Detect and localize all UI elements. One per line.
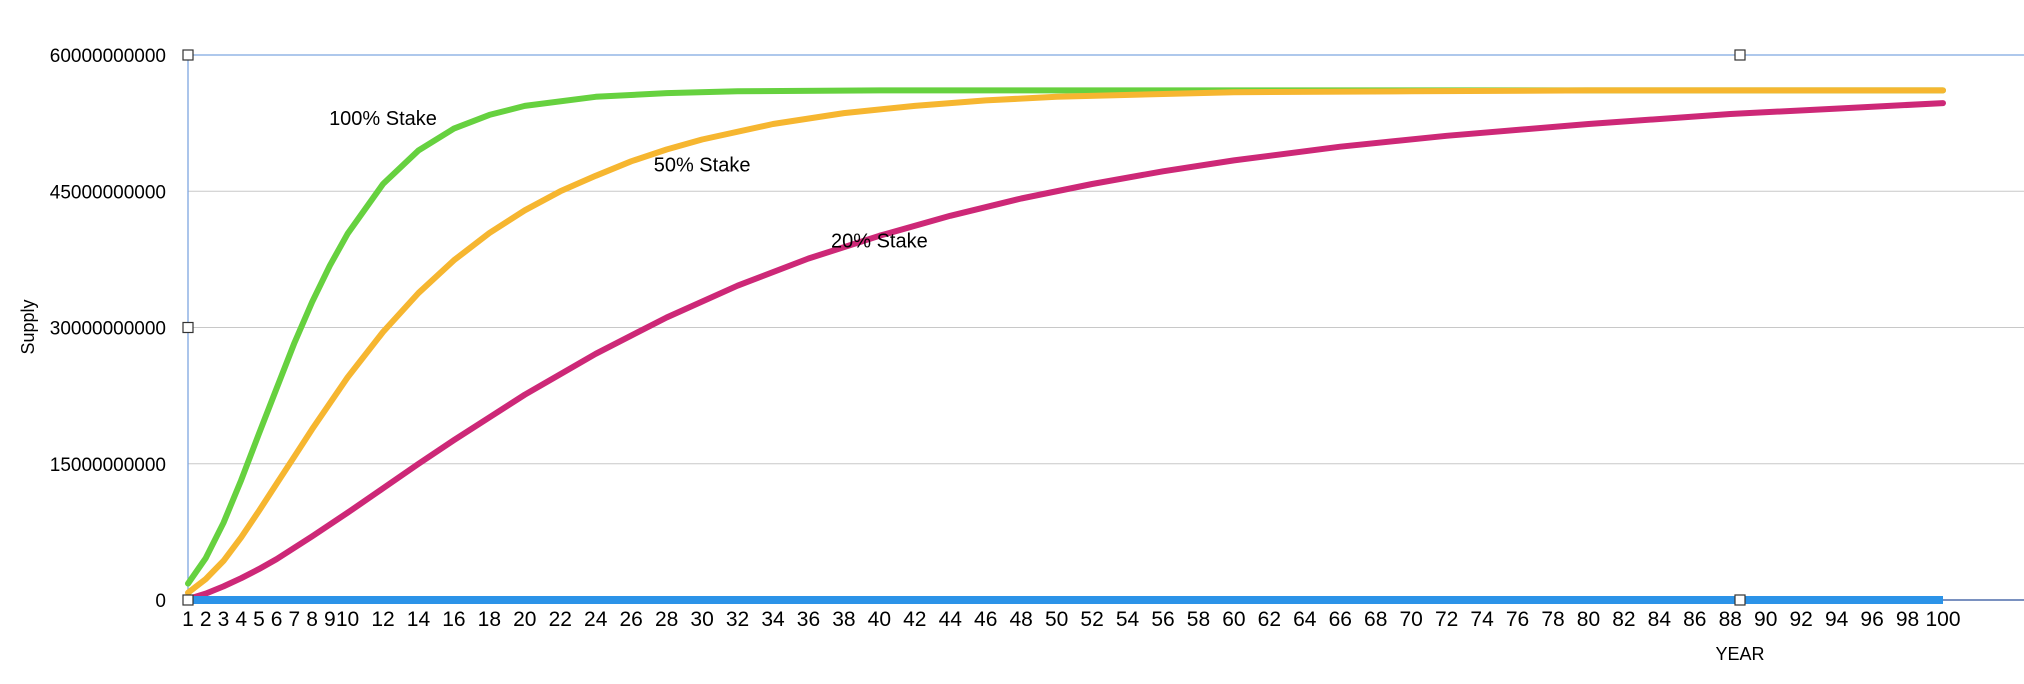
x-tick-label: 72 xyxy=(1435,608,1458,631)
series-lines xyxy=(185,87,1946,604)
x-tick-label: 82 xyxy=(1612,608,1635,631)
x-tick-label: 30 xyxy=(690,608,713,631)
y-tick-label: 60000000000 xyxy=(50,46,166,67)
y-tick-label: 15000000000 xyxy=(50,455,166,476)
resize-handle[interactable] xyxy=(1734,594,1746,606)
x-tick-label: 26 xyxy=(620,608,643,631)
selection-handles[interactable] xyxy=(182,49,1746,606)
x-tick-label: 22 xyxy=(549,608,572,631)
x-tick-label: 58 xyxy=(1187,608,1210,631)
gridlines xyxy=(188,190,2024,465)
x-tick-label: 36 xyxy=(797,608,820,631)
x-axis-title: YEAR xyxy=(1715,644,1764,664)
y-tick-label: 30000000000 xyxy=(50,319,166,340)
x-tick-label: 5 xyxy=(253,608,265,631)
x-tick-label: 4 xyxy=(235,608,247,631)
x-tick-label: 18 xyxy=(478,608,501,631)
x-tick-label: 8 xyxy=(306,608,318,631)
x-tick-label: 60 xyxy=(1222,608,1245,631)
x-tick-label: 96 xyxy=(1860,608,1883,631)
x-tick-label: 92 xyxy=(1790,608,1813,631)
x-tick-label: 88 xyxy=(1719,608,1742,631)
y-tick-label: 45000000000 xyxy=(50,182,166,203)
100pct-stake-series-line xyxy=(185,87,1946,587)
x-tick-label: 20 xyxy=(513,608,536,631)
series-label: 20% Stake xyxy=(831,231,928,253)
resize-handle[interactable] xyxy=(1734,49,1746,61)
y-tick-labels: 0 15000000000 30000000000 45000000000 600000… xyxy=(50,46,166,612)
series-label: 100% Stake xyxy=(329,108,437,130)
x-tick-label: 6 xyxy=(271,608,283,631)
x-tick-label: 84 xyxy=(1648,608,1672,631)
x-tick-label: 70 xyxy=(1400,608,1423,631)
x-tick-label: 7 xyxy=(289,608,301,631)
x-tick-label: 32 xyxy=(726,608,749,631)
x-tick-label: 46 xyxy=(974,608,997,631)
x-tick-label: 50 xyxy=(1045,608,1068,631)
x-tick-label: 56 xyxy=(1151,608,1174,631)
20pct-stake-series-line xyxy=(185,100,1946,603)
x-tick-label: 54 xyxy=(1116,608,1140,631)
resize-handle[interactable] xyxy=(182,594,194,606)
x-tick-label: 74 xyxy=(1470,608,1494,631)
x-tick-label: 100 xyxy=(1925,608,1960,631)
x-tick-label: 94 xyxy=(1825,608,1849,631)
x-tick-label: 2 xyxy=(200,608,212,631)
x-tick-label: 9 xyxy=(324,608,336,631)
x-tick-label: 76 xyxy=(1506,608,1529,631)
x-tick-label: 44 xyxy=(939,608,963,631)
resize-handle[interactable] xyxy=(182,321,194,334)
x-tick-label: 34 xyxy=(761,608,785,631)
x-tick-label: 38 xyxy=(832,608,855,631)
x-tick-label: 90 xyxy=(1754,608,1777,631)
x-tick-label: 98 xyxy=(1896,608,1919,631)
x-tick-label: 10 xyxy=(336,608,359,631)
x-tick-label: 40 xyxy=(868,608,891,631)
x-tick-label: 42 xyxy=(903,608,926,631)
x-tick-label: 64 xyxy=(1293,608,1317,631)
x-tick-label: 66 xyxy=(1329,608,1352,631)
x-tick-label: 48 xyxy=(1010,608,1033,631)
series-label: 50% Stake xyxy=(654,154,751,176)
x-tick-label: 28 xyxy=(655,608,678,631)
x-tick-label: 62 xyxy=(1258,608,1281,631)
y-tick-label: 0 xyxy=(155,591,166,612)
resize-handle[interactable] xyxy=(182,49,194,61)
50pct-stake-series-line xyxy=(185,87,1946,596)
x-tick-label: 86 xyxy=(1683,608,1706,631)
y-axis-title: Supply xyxy=(18,299,38,354)
x-tick-label: 12 xyxy=(371,608,394,631)
series-labels: 100% Stake 50% Stake 20% Stake xyxy=(329,108,928,253)
x-tick-label: 14 xyxy=(407,608,431,631)
x-tick-label: 68 xyxy=(1364,608,1387,631)
x-tick-label: 78 xyxy=(1541,608,1564,631)
x-tick-labels: 1 2 3 4 5 6 7 8 9 10 12 14 16 18 20 22 24 26 28 30 32 34 36 38 4… xyxy=(182,608,1960,631)
x-tick-label: 80 xyxy=(1577,608,1600,631)
x-tick-label: 16 xyxy=(442,608,465,631)
x-tick-label: 24 xyxy=(584,608,608,631)
x-tick-label: 52 xyxy=(1080,608,1103,631)
x-tick-label: 3 xyxy=(218,608,230,631)
x-tick-label: 1 xyxy=(182,608,194,631)
